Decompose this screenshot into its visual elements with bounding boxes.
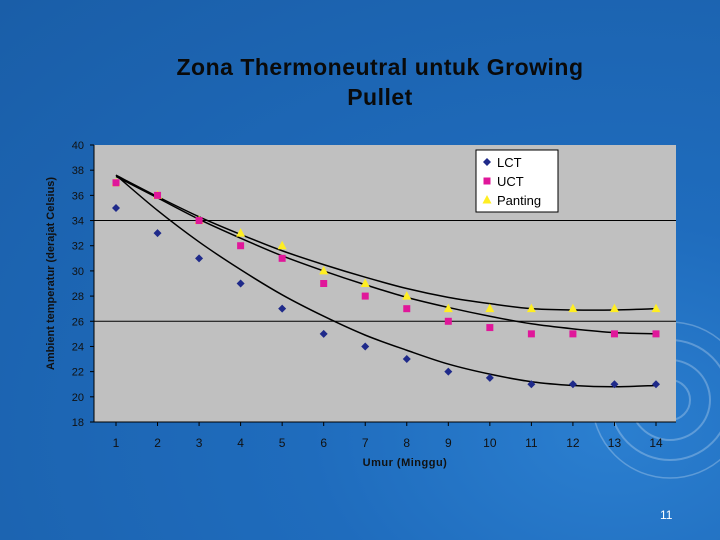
point-lct-11 <box>527 380 536 389</box>
point-panting-8 <box>402 291 412 300</box>
legend-marker-uct <box>483 177 491 185</box>
trendline-lct <box>115 174 657 388</box>
y-tick-label-36: 36 <box>72 190 84 202</box>
x-tick-label-7: 7 <box>362 436 369 450</box>
point-uct-7 <box>361 292 369 300</box>
y-tick-label-40: 40 <box>72 140 84 152</box>
x-tick-label-8: 8 <box>403 436 410 450</box>
y-tick-label-38: 38 <box>72 165 84 177</box>
point-lct-7 <box>361 342 370 351</box>
point-panting-12 <box>568 303 578 313</box>
y-tick-label-24: 24 <box>72 341 84 353</box>
point-lct-12 <box>568 380 577 389</box>
point-panting-9 <box>443 303 453 313</box>
point-uct-10 <box>486 324 494 332</box>
point-panting-5 <box>277 240 287 250</box>
point-lct-10 <box>485 373 494 382</box>
y-tick-label-28: 28 <box>72 291 84 303</box>
point-lct-2 <box>153 229 162 238</box>
x-axis-title: Umur (Minggu) <box>363 457 448 469</box>
x-tick-label-2: 2 <box>154 436 161 450</box>
point-uct-3 <box>195 217 203 225</box>
legend-label-panting: Panting <box>497 193 541 208</box>
y-tick-label-22: 22 <box>72 367 84 379</box>
legend-marker-panting <box>482 195 492 204</box>
point-lct-4 <box>236 279 245 288</box>
point-uct-2 <box>154 191 162 199</box>
y-axis-title: Ambient temperatur (derajat Celsius) <box>45 177 57 370</box>
x-tick-label-13: 13 <box>608 436 622 450</box>
legend-label-uct: UCT <box>497 174 524 189</box>
slide-title: Zona Thermoneutral untuk Growing Pullet <box>60 52 700 112</box>
point-lct-13 <box>610 380 619 389</box>
point-panting-6 <box>319 265 329 275</box>
x-tick-label-12: 12 <box>566 436 580 450</box>
point-panting-14 <box>651 303 661 313</box>
point-uct-8 <box>403 305 411 313</box>
y-tick-label-26: 26 <box>72 316 84 328</box>
slide-title-line-1: Zona Thermoneutral untuk Growing <box>176 54 584 80</box>
x-tick-label-10: 10 <box>483 436 497 450</box>
point-uct-6 <box>320 280 328 287</box>
point-lct-5 <box>278 304 287 313</box>
point-lct-3 <box>195 254 204 263</box>
x-tick-label-14: 14 <box>649 436 663 450</box>
y-tick-label-32: 32 <box>72 241 84 253</box>
point-uct-1 <box>112 179 120 187</box>
point-lct-1 <box>112 203 120 212</box>
legend-label-lct: LCT <box>497 155 522 170</box>
x-tick-label-11: 11 <box>525 436 538 450</box>
y-tick-label-34: 34 <box>72 216 84 228</box>
x-tick-label-1: 1 <box>113 436 120 450</box>
point-uct-11 <box>527 330 535 338</box>
y-tick-label-20: 20 <box>72 392 84 404</box>
point-lct-8 <box>402 355 411 364</box>
x-tick-label-3: 3 <box>196 436 203 450</box>
x-tick-label-5: 5 <box>279 436 286 450</box>
y-tick-label-30: 30 <box>72 266 84 278</box>
x-tick-label-4: 4 <box>237 436 244 450</box>
x-tick-label-6: 6 <box>320 436 327 450</box>
point-uct-4 <box>237 242 245 250</box>
slide-title-line-2: Pullet <box>347 84 413 110</box>
point-uct-5 <box>278 254 286 262</box>
point-panting-11 <box>526 303 536 313</box>
point-lct-14 <box>652 380 660 389</box>
point-uct-12 <box>569 330 577 338</box>
page-number: 11 <box>660 508 673 522</box>
point-panting-4 <box>236 228 246 237</box>
x-tick-label-9: 9 <box>445 436 452 450</box>
point-uct-13 <box>610 330 618 338</box>
point-lct-6 <box>319 329 328 338</box>
point-lct-9 <box>444 367 453 376</box>
point-uct-9 <box>444 317 452 325</box>
legend-marker-lct <box>483 158 491 166</box>
point-panting-10 <box>485 303 495 313</box>
point-uct-14 <box>652 330 660 338</box>
point-panting-7 <box>360 278 370 287</box>
y-tick-label-18: 18 <box>72 417 84 429</box>
point-panting-13 <box>609 303 619 313</box>
